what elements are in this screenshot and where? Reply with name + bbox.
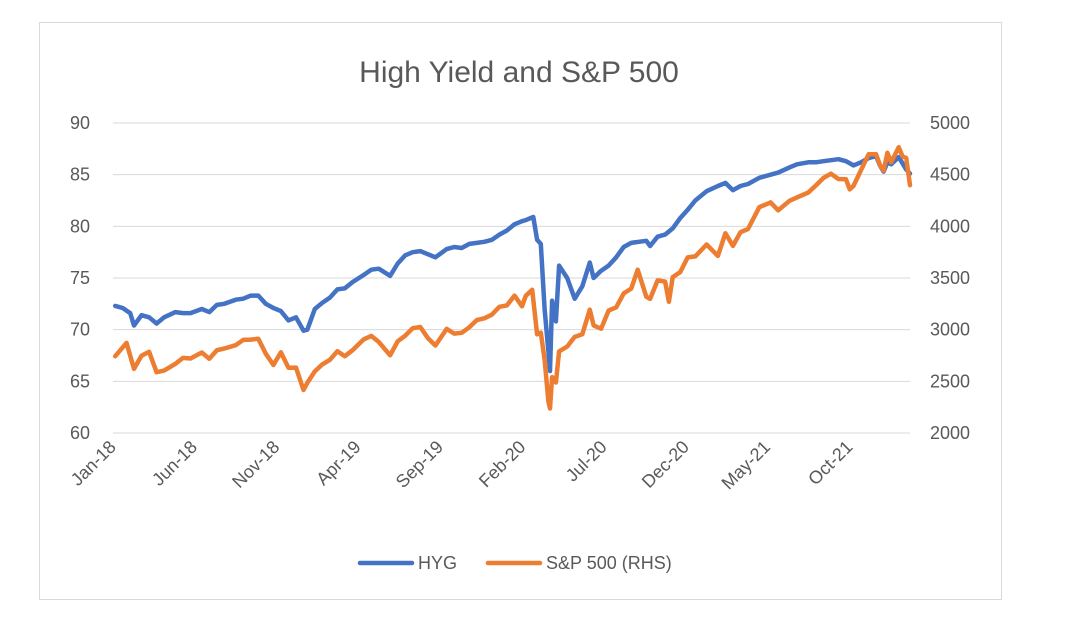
y-right-tick-label: 3000 — [930, 320, 970, 340]
x-tick-label: Feb-20 — [475, 437, 529, 491]
legend-label: HYG — [418, 553, 457, 573]
chart-title: High Yield and S&P 500 — [359, 56, 679, 89]
y-right-tick-label: 5000 — [930, 113, 970, 133]
series-line-sp500 — [112, 144, 913, 411]
x-tick-label: Jul-20 — [562, 437, 611, 486]
y-left-tick-label: 85 — [70, 165, 90, 185]
x-tick-label: May-21 — [718, 437, 775, 494]
legend-label: S&P 500 (RHS) — [546, 553, 672, 573]
y-axis-right: 2000 2500 3000 3500 4000 4500 5000 — [930, 113, 970, 443]
y-right-tick-label: 3500 — [930, 268, 970, 288]
y-left-tick-label: 60 — [70, 423, 90, 443]
legend: HYG S&P 500 (RHS) — [357, 553, 672, 573]
x-tick-label: Jun-18 — [148, 437, 201, 490]
y-left-tick-label: 65 — [70, 371, 90, 391]
y-left-tick-label: 80 — [70, 216, 90, 236]
y-right-tick-label: 2000 — [930, 423, 970, 443]
x-tick-label: Jan-18 — [67, 437, 120, 490]
x-tick-label: Oct-21 — [804, 437, 856, 489]
series-lines — [112, 144, 913, 411]
x-tick-label: Apr-19 — [312, 437, 364, 489]
series-line-hyg — [112, 153, 913, 374]
y-right-tick-label: 4500 — [930, 165, 970, 185]
y-axis-left: 60 65 70 75 80 85 90 — [70, 113, 90, 443]
y-left-tick-label: 90 — [70, 113, 90, 133]
x-axis: Jan-18 Jun-18 Nov-18 Apr-19 Sep-19 Feb-20 Jul-… — [67, 437, 857, 494]
y-right-tick-label: 2500 — [930, 371, 970, 391]
y-left-tick-label: 75 — [70, 268, 90, 288]
gridlines — [113, 122, 910, 434]
x-tick-label: Dec-20 — [638, 437, 693, 492]
x-tick-label: Nov-18 — [228, 437, 283, 492]
y-right-tick-label: 4000 — [930, 216, 970, 236]
y-left-tick-label: 70 — [70, 320, 90, 340]
x-tick-label: Sep-19 — [392, 437, 447, 492]
